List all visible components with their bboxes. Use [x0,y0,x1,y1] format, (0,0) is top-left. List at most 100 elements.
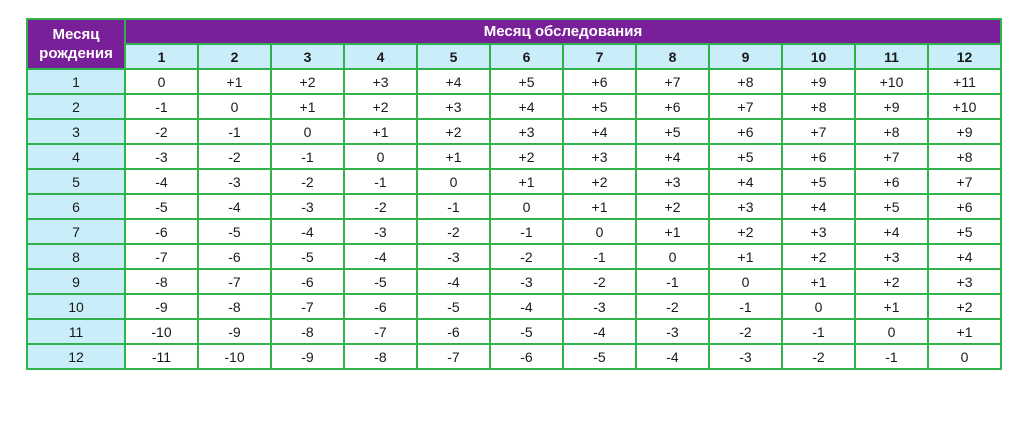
row-header: 2 [26,93,126,120]
table-cell: +3 [708,193,783,220]
table-cell: +7 [781,118,856,145]
table-row: 7 -6 -5 -4 -3 -2 -1 0 +1 +2 +3 +4 +5 [26,218,1002,245]
table-cell: +1 [562,193,637,220]
table-cell: +5 [708,143,783,170]
table-cell: +5 [781,168,856,195]
table-cell: -2 [197,143,272,170]
table-cell: -4 [343,243,418,270]
table-cell: -4 [270,218,345,245]
table-cell: +1 [416,143,491,170]
row-header: 6 [26,193,126,220]
table-cell: +10 [854,68,929,95]
table-cell: +3 [343,68,418,95]
row-header: 4 [26,143,126,170]
table-cell: +8 [854,118,929,145]
column-header: 7 [562,43,637,70]
column-header-row: 1 2 3 4 5 6 7 8 9 10 11 12 [27,43,1002,70]
table-cell: -4 [416,268,491,295]
table-cell: +5 [489,68,564,95]
table-cell: -3 [343,218,418,245]
table-row: 11 -10 -9 -8 -7 -6 -5 -4 -3 -2 -1 0 +1 [26,318,1002,345]
table-cell: -1 [708,293,783,320]
table-cell: 0 [416,168,491,195]
table-row: 4 -3 -2 -1 0 +1 +2 +3 +4 +5 +6 +7 +8 [26,143,1002,170]
table-cell: +1 [854,293,929,320]
table-cell: -4 [562,318,637,345]
table-cell: +10 [927,93,1002,120]
group-header-row: Месяц рождения Месяц обследования [26,18,1002,70]
table-cell: +7 [854,143,929,170]
table-cell: +9 [854,93,929,120]
table-cell: -5 [343,268,418,295]
table-cell: 0 [343,143,418,170]
table-cell: -2 [489,243,564,270]
column-header: 4 [343,43,418,70]
table-cell: -4 [124,168,199,195]
table-cell: +2 [416,118,491,145]
table-cell: -3 [270,193,345,220]
column-header: 6 [489,43,564,70]
table-cell: +1 [781,268,856,295]
table-cell: +1 [489,168,564,195]
table-cell: +6 [708,118,783,145]
table-cell: -8 [343,343,418,370]
table-cell: -4 [489,293,564,320]
table-cell: +7 [635,68,710,95]
table-cell: 0 [781,293,856,320]
table-cell: -3 [416,243,491,270]
table-cell: -11 [124,343,199,370]
table-cell: +2 [343,93,418,120]
table-cell: -4 [197,193,272,220]
table-cell: +2 [781,243,856,270]
table-cell: +11 [927,68,1002,95]
table-cell: -7 [124,243,199,270]
table-cell: -6 [197,243,272,270]
table-cell: +2 [708,218,783,245]
table-cell: +8 [708,68,783,95]
row-header: 8 [26,243,126,270]
table-row: 12 -11 -10 -9 -8 -7 -6 -5 -4 -3 -2 -1 0 [26,343,1002,370]
table-cell: +6 [635,93,710,120]
table-cell: +4 [562,118,637,145]
column-header: 12 [927,43,1002,70]
column-header: 8 [635,43,710,70]
table-cell: -9 [270,343,345,370]
row-header: 1 [26,68,126,95]
table-cell: -3 [708,343,783,370]
table-cell: -5 [562,343,637,370]
group-header: Месяц обследования [124,18,1002,45]
row-header: 11 [26,318,126,345]
row-header: 12 [26,343,126,370]
table-cell: +4 [635,143,710,170]
table-cell: -9 [197,318,272,345]
table-cell: +4 [927,243,1002,270]
table-cell: -2 [708,318,783,345]
table-cell: +2 [562,168,637,195]
table-cell: 0 [124,68,199,95]
table-cell: -1 [781,318,856,345]
table-row: 9 -8 -7 -6 -5 -4 -3 -2 -1 0 +1 +2 +3 [26,268,1002,295]
column-header: 1 [124,43,199,70]
table-cell: +6 [562,68,637,95]
row-header: 10 [26,293,126,320]
table-cell: -1 [562,243,637,270]
table-cell: -1 [343,168,418,195]
table-cell: +6 [854,168,929,195]
table-cell: -6 [416,318,491,345]
table-cell: -3 [562,293,637,320]
table-cell: 0 [197,93,272,120]
table-cell: +1 [635,218,710,245]
table-cell: +8 [781,93,856,120]
table-cell: -1 [489,218,564,245]
table-cell: -2 [270,168,345,195]
table-cell: +3 [416,93,491,120]
table-cell: -5 [489,318,564,345]
table-row: 3 -2 -1 0 +1 +2 +3 +4 +5 +6 +7 +8 +9 [26,118,1002,145]
table-row: 2 -1 0 +1 +2 +3 +4 +5 +6 +7 +8 +9 +10 [26,93,1002,120]
table-cell: +2 [927,293,1002,320]
table-cell: +9 [927,118,1002,145]
table-cell: +3 [927,268,1002,295]
column-header: 3 [270,43,345,70]
table-cell: -1 [124,93,199,120]
